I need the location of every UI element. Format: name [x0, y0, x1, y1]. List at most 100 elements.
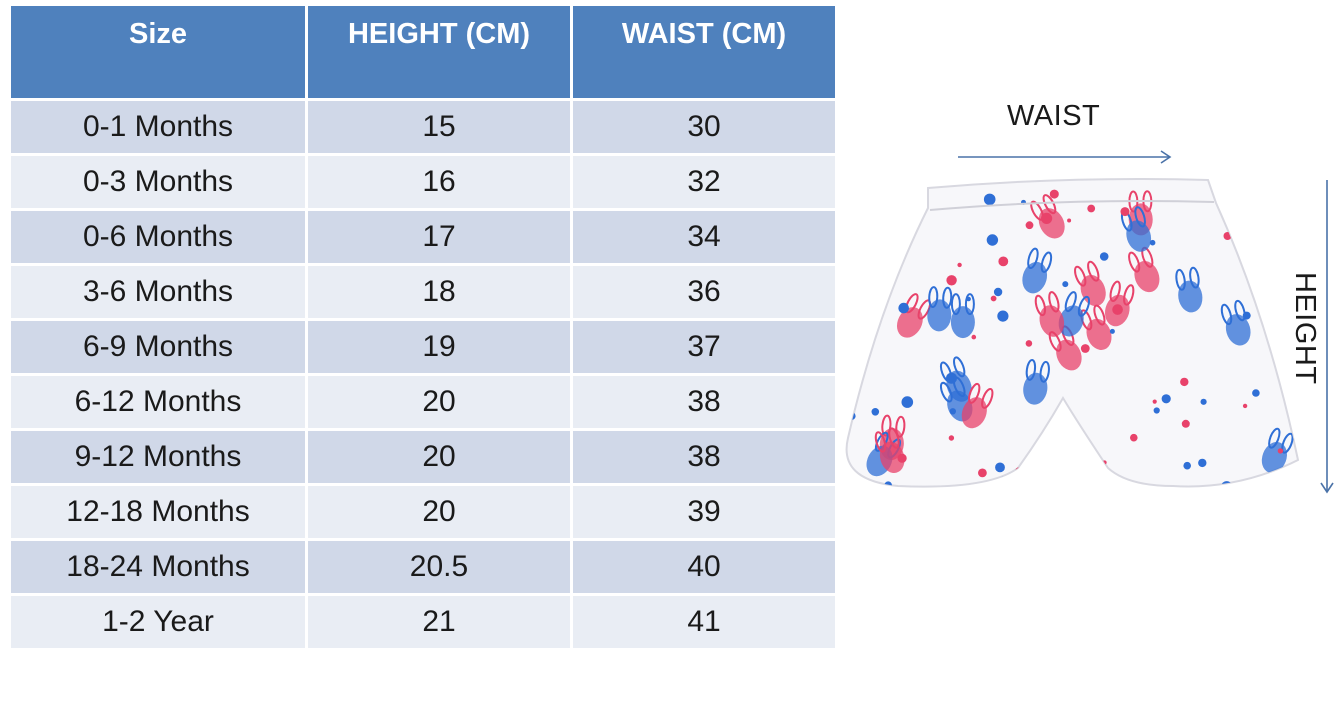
print-dot [901, 396, 914, 408]
table-row: 3-6 Months 18 36 [8, 263, 838, 321]
cell-waist: 39 [570, 483, 838, 541]
cell-size: 18-24 Months [8, 538, 308, 596]
print-dot [1200, 398, 1207, 405]
print-dot [1025, 221, 1034, 230]
print-dot [1067, 218, 1072, 223]
print-dot [880, 195, 889, 204]
table-row: 0-3 Months 16 32 [8, 153, 838, 211]
print-dot [1181, 419, 1190, 428]
print-motif [1175, 266, 1203, 313]
print-dot [884, 252, 890, 258]
print-dot [861, 305, 867, 311]
header-size: Size [8, 3, 308, 101]
header-waist: WAIST (CM) [570, 3, 838, 101]
size-chart-table: Size HEIGHT (CM) WAIST (CM) 0-1 Months 1… [8, 3, 838, 651]
cell-waist: 32 [570, 153, 838, 211]
cell-waist: 30 [570, 98, 838, 156]
cell-waist: 34 [570, 208, 838, 266]
cell-height: 16 [305, 153, 573, 211]
print-dot [1112, 304, 1123, 315]
print-dot [946, 372, 957, 384]
print-dot [917, 188, 927, 198]
cell-size: 0-6 Months [8, 208, 308, 266]
print-dot [998, 256, 1009, 267]
print-dot [971, 334, 977, 340]
print-dot [1152, 399, 1157, 404]
print-dot [897, 453, 907, 463]
print-motif [1058, 291, 1091, 337]
print-dot [946, 275, 957, 286]
print-dot [1249, 220, 1257, 228]
print-dot [993, 287, 1003, 297]
print-dot [1025, 340, 1033, 347]
print-dot [1109, 474, 1116, 481]
table-row: 0-6 Months 17 34 [8, 208, 838, 266]
waist-arrow-icon [958, 150, 1172, 164]
print-dot [949, 408, 956, 415]
print-motif [1023, 358, 1050, 405]
baby-shorts-image [845, 178, 1300, 488]
table-row: 0-1 Months 15 30 [8, 98, 838, 156]
print-dot [1149, 239, 1156, 246]
table-row: 6-12 Months 20 38 [8, 373, 838, 431]
cell-waist: 38 [570, 428, 838, 486]
print-dot [1041, 212, 1053, 224]
print-dot [1277, 448, 1284, 454]
print-dot [1053, 480, 1063, 487]
cell-height: 18 [305, 263, 573, 321]
print-motif [1022, 247, 1053, 294]
waistband-line [929, 200, 1215, 211]
print-dot [1049, 189, 1059, 199]
print-dot [990, 295, 997, 302]
print-motif [1120, 206, 1152, 252]
print-dot [1080, 344, 1090, 353]
cell-size: 6-9 Months [8, 318, 308, 376]
cell-size: 0-3 Months [8, 153, 308, 211]
print-dot [898, 302, 909, 314]
print-dot [978, 468, 987, 478]
print-dot [1014, 466, 1026, 478]
print-dot [1153, 407, 1160, 414]
print-dot [1120, 207, 1130, 217]
print-dot [1281, 352, 1291, 362]
table-row: 9-12 Months 20 38 [8, 428, 838, 486]
print-dot [997, 310, 1009, 322]
cell-height: 19 [305, 318, 573, 376]
table-row: 6-9 Months 19 37 [8, 318, 838, 376]
cell-waist: 37 [570, 318, 838, 376]
print-dot [1062, 281, 1069, 288]
print-dot [1087, 204, 1096, 213]
cell-height: 15 [305, 98, 573, 156]
cell-height: 20.5 [305, 538, 573, 596]
height-arrow-icon [1320, 180, 1334, 494]
print-dot [1252, 389, 1260, 397]
print-dot [1130, 433, 1138, 442]
print-dot [1099, 252, 1109, 261]
print-dot [1242, 403, 1248, 409]
table-row: 18-24 Months 20.5 40 [8, 538, 838, 596]
print-motif [961, 382, 994, 429]
print-dot [966, 296, 971, 302]
print-motif [874, 427, 905, 474]
cell-size: 3-6 Months [8, 263, 308, 321]
cell-size: 12-18 Months [8, 483, 308, 541]
print-dot [1249, 268, 1254, 274]
print-dot [1161, 394, 1171, 404]
cell-waist: 40 [570, 538, 838, 596]
cell-waist: 36 [570, 263, 838, 321]
print-dot [1242, 311, 1251, 320]
waist-label: WAIST [1007, 100, 1101, 132]
cell-size: 0-1 Months [8, 98, 308, 156]
print-dot [882, 237, 891, 245]
print-dot [1183, 461, 1191, 470]
cell-height: 20 [305, 428, 573, 486]
cell-height: 21 [305, 593, 573, 651]
print-motif [1074, 260, 1106, 307]
print-dot [1198, 458, 1207, 468]
print-dot [883, 231, 891, 239]
print-motif [1034, 291, 1065, 337]
header-height: HEIGHT (CM) [305, 3, 573, 101]
print-dot [986, 234, 999, 246]
print-motif [1255, 259, 1281, 305]
print-motif [1220, 299, 1251, 346]
